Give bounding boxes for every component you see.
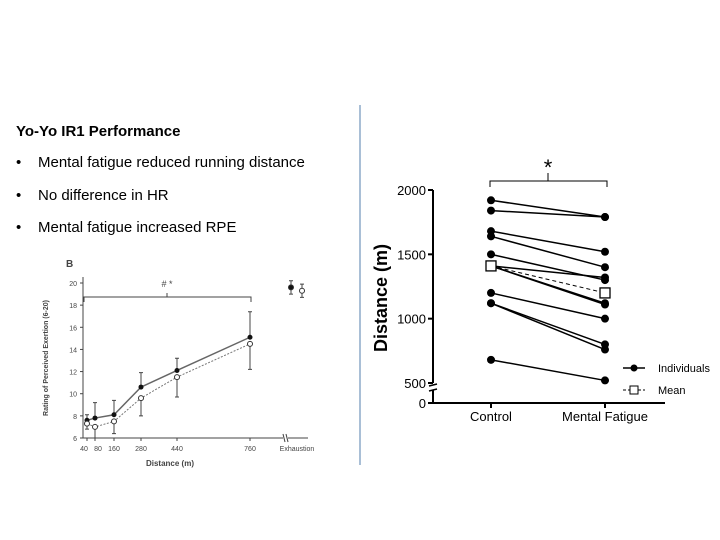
panel-label: B: [66, 259, 73, 270]
individual-point: [601, 273, 609, 282]
individual-point: [487, 206, 495, 215]
individual-point: [487, 196, 495, 205]
significance-bracket: [489, 173, 608, 187]
data-point-open: [92, 423, 98, 430]
x-tick-label: 440: [171, 446, 183, 453]
y-tick-label: 2000: [397, 183, 426, 198]
data-point-filled: [138, 384, 144, 390]
y-tick-label: 20: [69, 281, 77, 288]
x-tick-label: 760: [244, 446, 256, 453]
x-tick-label: 40: [80, 446, 88, 453]
x-tick-label: 280: [135, 446, 147, 453]
individual-point: [487, 355, 495, 364]
y-tick-label: 0: [419, 396, 426, 411]
individual-line: [490, 230, 606, 253]
mean-point: [485, 260, 497, 272]
y-tick-label: 12: [69, 370, 77, 377]
data-point-open: [84, 420, 90, 427]
individual-line: [490, 359, 606, 382]
individual-line: [490, 292, 606, 320]
data-point-open: [138, 395, 144, 402]
error-bar: [175, 377, 179, 398]
y-tick-label: 10: [69, 392, 77, 399]
legend-marker-individuals: [630, 364, 638, 372]
individual-point: [601, 314, 609, 323]
bullet-item: • Mental fatigue increased RPE: [16, 219, 237, 236]
individual-line: [490, 302, 606, 346]
axis-break-mark: [285, 433, 289, 443]
y-axis-label: Distance (m): [371, 244, 391, 352]
y-tick-label: 8: [73, 414, 77, 421]
y-tick-label: 1000: [397, 312, 426, 327]
legend-marker-mean: [629, 385, 639, 395]
x-tick-label: 160: [108, 446, 120, 453]
y-tick-label: 14: [69, 347, 77, 354]
significance-label: *: [544, 155, 553, 180]
axis-break-mark: [428, 388, 438, 392]
individual-point: [601, 299, 609, 308]
individual-point: [487, 299, 495, 308]
y-tick-label: 16: [69, 325, 77, 332]
axis-break-mark: [282, 433, 286, 443]
individual-point: [601, 263, 609, 272]
bullet-item: • Mental fatigue reduced running distance: [16, 154, 305, 171]
data-point-filled: [247, 334, 253, 340]
y-tick-label: 6: [73, 436, 77, 443]
divider: [359, 105, 361, 465]
individual-point: [601, 213, 609, 222]
x-tick-label: Mental Fatigue: [562, 409, 648, 424]
y-tick-label: 1500: [397, 247, 426, 262]
data-point-open: [174, 374, 180, 381]
individual-line: [490, 265, 606, 279]
individual-line: [490, 199, 606, 218]
individual-line: [490, 209, 606, 218]
error-bar: [248, 343, 252, 370]
significance-label: # *: [161, 279, 173, 289]
mean-line: [490, 265, 606, 294]
x-tick-label-exhaustion: Exhaustion: [280, 446, 315, 453]
individual-point: [487, 232, 495, 241]
individual-point: [487, 250, 495, 259]
mean-point: [599, 287, 611, 299]
series-line-filled: [86, 336, 251, 422]
data-point-filled: [174, 367, 180, 373]
x-axis-label: Distance (m): [146, 459, 194, 468]
data-point-exhaustion: [288, 284, 294, 291]
significance-bracket: [83, 293, 252, 302]
data-point-exhaustion: [299, 287, 305, 294]
legend-label-mean: Mean: [658, 385, 686, 397]
data-point-filled: [111, 412, 117, 418]
y-axis-label: Rating of Perceived Exertion (6-20): [43, 300, 50, 416]
x-tick-label: 80: [94, 446, 102, 453]
bullet-item: • No difference in HR: [16, 187, 169, 204]
individual-point: [601, 376, 609, 385]
data-point-filled: [92, 415, 98, 421]
error-bar: [248, 311, 252, 338]
individual-line: [490, 265, 606, 304]
data-point-open: [111, 418, 117, 425]
individual-line: [490, 302, 606, 351]
legend-label-individuals: Individuals: [658, 363, 710, 375]
y-tick-label: 500: [404, 376, 426, 391]
x-tick-label: Control: [470, 409, 512, 424]
individual-point: [487, 288, 495, 297]
error-bar: [93, 402, 97, 419]
individual-line: [490, 235, 606, 268]
slide-title: Yo-Yo IR1 Performance: [16, 123, 181, 140]
y-tick-label: 18: [69, 303, 77, 310]
data-point-open: [247, 340, 253, 347]
axis-break-mark: [428, 383, 438, 387]
individual-point: [601, 345, 609, 354]
individual-point: [601, 247, 609, 256]
